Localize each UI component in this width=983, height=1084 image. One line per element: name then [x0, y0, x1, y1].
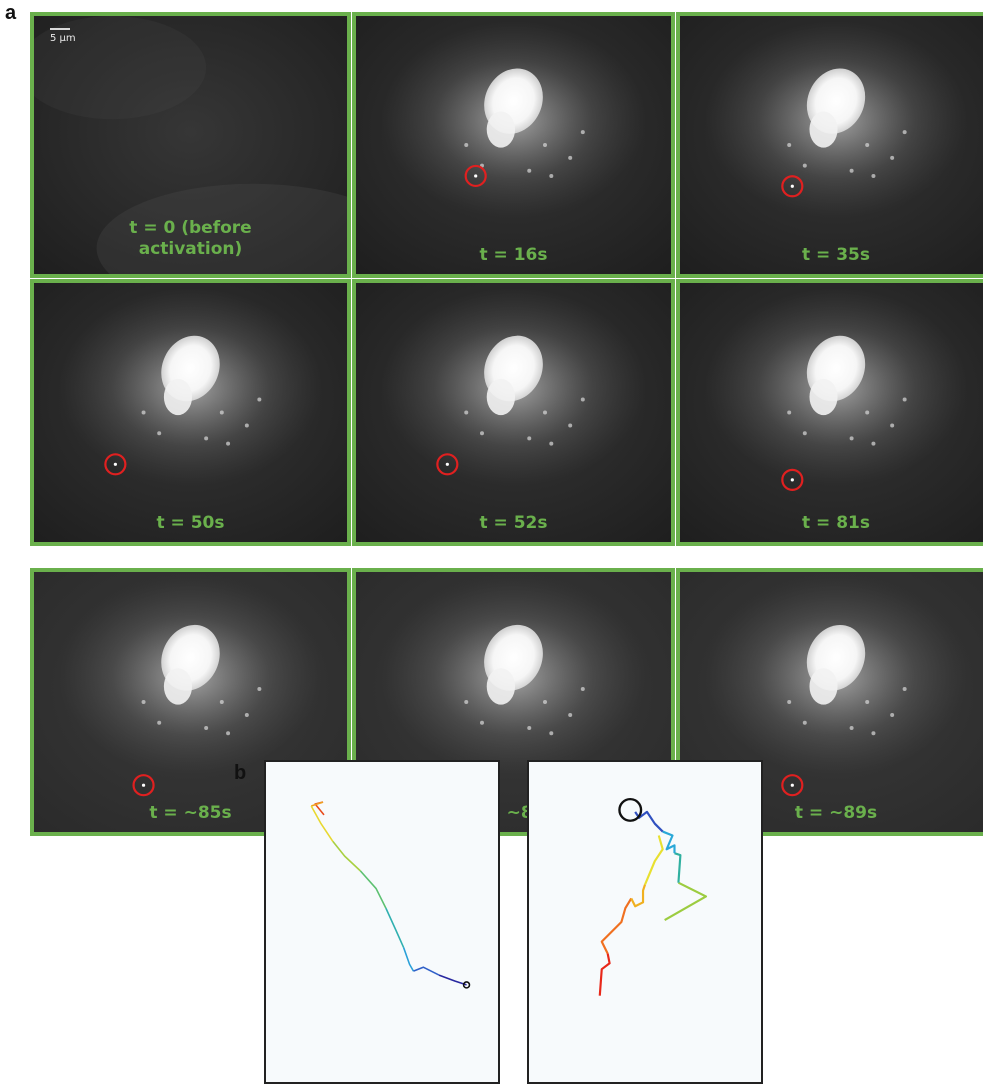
- track-left-seg-orange: [310, 801, 324, 807]
- time-label: t = 0 (before activation): [34, 218, 347, 261]
- trajectory-right: [598, 810, 708, 996]
- time-label: t = 52s: [479, 512, 548, 533]
- track-left-seg-teal: [385, 907, 405, 948]
- time-label: t = ~89s: [794, 802, 878, 823]
- track-right-seg-cyan: [662, 830, 676, 854]
- trajectory-left: [310, 801, 467, 986]
- frame-image: [680, 16, 983, 274]
- time-label: t = 35s: [802, 244, 870, 265]
- frame-image: [356, 283, 671, 542]
- track-left-seg-navy: [438, 974, 467, 986]
- microscopy-frame-1: 5 µm t = 0 (before activation): [30, 12, 351, 278]
- time-label-line1: t = 0 (before: [129, 217, 252, 238]
- frame-image: [34, 16, 347, 274]
- microscopy-frame-4: t = 50s: [30, 279, 351, 546]
- track-left-seg-yellow: [310, 805, 334, 842]
- track-left-seg-cyan: [402, 947, 415, 972]
- time-label: t = ~85s: [149, 802, 232, 823]
- track-right-seg-amber: [630, 884, 647, 908]
- track-left-seg-green: [359, 870, 387, 909]
- frame-image: [356, 16, 671, 274]
- microscopy-frame-5: t = 52s: [352, 279, 675, 546]
- time-label: t = 81s: [802, 512, 870, 533]
- track-left-seg-blue: [413, 966, 440, 976]
- track-right-seg-orange: [600, 897, 633, 954]
- panel-letter-a: a: [5, 2, 17, 24]
- frame-image: [680, 283, 983, 542]
- time-label: t = 50s: [156, 512, 225, 533]
- frame-image: [34, 283, 347, 542]
- scale-bar-label: 5 µm: [50, 33, 76, 44]
- scale-bar-line: [50, 28, 70, 30]
- track-left-end-circle: [462, 981, 471, 989]
- time-label-line2: activation): [138, 238, 243, 259]
- track-left-svg: [310, 801, 471, 989]
- microscopy-frame-6: t = 81s: [676, 279, 983, 546]
- track-right-seg-yellow: [644, 835, 664, 886]
- track-right-svg: [598, 797, 708, 996]
- track-plot-right: [527, 760, 763, 1084]
- track-right-seg-teal: [674, 852, 682, 883]
- time-label: t = 16s: [479, 244, 548, 265]
- track-right-seg-blue: [634, 810, 664, 833]
- microscopy-frame-2: t = 16s: [352, 12, 675, 278]
- microscopy-frame-3: t = 35s: [676, 12, 983, 278]
- panel-letter-b: b: [234, 762, 247, 784]
- track-right-seg-red: [598, 953, 611, 996]
- track-right-seg-lime: [664, 881, 708, 921]
- track-left-seg-lime: [332, 840, 361, 872]
- track-right-end-circle: [618, 797, 643, 822]
- track-plot-left: [264, 760, 500, 1084]
